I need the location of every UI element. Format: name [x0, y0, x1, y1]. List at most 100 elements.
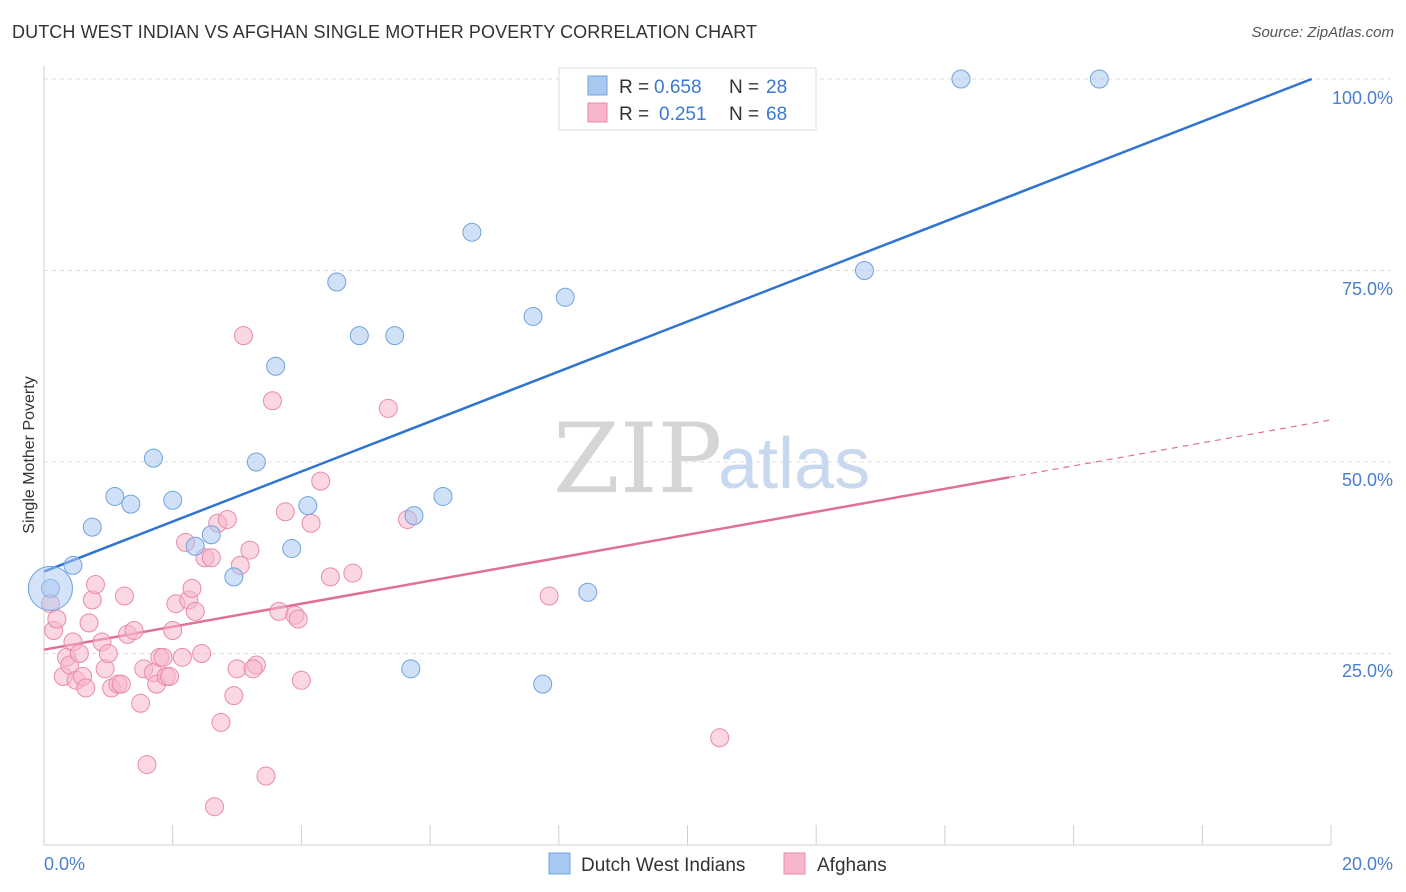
- dutch-west-indians-point: [185, 536, 205, 556]
- afghans-point: [217, 509, 237, 529]
- dutch-west-indians-point: [433, 486, 453, 506]
- bottom-legend: Dutch West Indians Afghans: [548, 852, 887, 876]
- dutch-west-indians-trend-line: [43, 77, 1313, 573]
- afghans-point: [47, 609, 67, 629]
- afghans-point: [79, 613, 99, 633]
- dutch-west-indians-point: [121, 494, 141, 514]
- afghans-point: [163, 621, 183, 641]
- dutch-west-indians-point: [105, 486, 125, 506]
- afghans-point: [192, 644, 212, 663]
- y-tick-label: 50.0%: [1342, 470, 1393, 490]
- afghans-point: [291, 670, 311, 690]
- chart-title: DUTCH WEST INDIAN VS AFGHAN SINGLE MOTHE…: [12, 22, 758, 42]
- dutch-west-indians-point: [401, 659, 421, 679]
- legend-n-value: 28: [766, 77, 787, 98]
- dutch-west-indians-point: [201, 525, 221, 545]
- dutch-west-indians-point: [523, 306, 543, 326]
- x-tick-label: 20.0%: [1342, 854, 1393, 874]
- legend-r-label: R =: [619, 104, 649, 125]
- legend-r-value: 0.658: [654, 77, 702, 98]
- afghans-point: [111, 674, 131, 694]
- dutch-west-indians-point: [1089, 69, 1109, 89]
- legend-r-value: 0.251: [659, 104, 707, 125]
- legend-n-value: 68: [766, 104, 787, 125]
- afghans-point: [240, 540, 260, 560]
- afghans-trend-line: [43, 476, 1010, 651]
- legend-n-label: N =: [729, 104, 759, 125]
- afghans-point: [311, 471, 331, 491]
- afghans-point: [76, 678, 96, 698]
- dutch-west-indians-point: [143, 448, 163, 468]
- afghans-point: [182, 578, 202, 598]
- legend-n-label: N =: [729, 77, 759, 98]
- trend-lines: [43, 77, 1332, 651]
- afghans-point: [243, 659, 263, 679]
- dutch-west-indians-point: [327, 272, 347, 292]
- bottom-legend-label: Afghans: [817, 855, 887, 876]
- afghans-point: [137, 755, 157, 775]
- x-tick-label: 0.0%: [44, 854, 85, 874]
- dutch-west-indians-point: [266, 356, 286, 376]
- dutch-west-indians-point: [246, 452, 266, 472]
- dutch-west-indians-point: [555, 287, 575, 307]
- afghans-point: [124, 621, 144, 641]
- dutch-west-indians-point: [578, 582, 598, 602]
- afghans-trend-line-extension: [1009, 419, 1332, 478]
- source-label: Source: ZipAtlas.com: [1251, 24, 1394, 41]
- watermark-atlas: atlas: [718, 424, 870, 504]
- legend-swatch-dutch-west-indians: [587, 75, 608, 96]
- dutch-west-indians-point: [63, 555, 83, 575]
- afghans-point: [98, 644, 118, 663]
- y-tick-label: 75.0%: [1342, 279, 1393, 299]
- dutch-west-indians-point: [854, 261, 874, 280]
- afghans-point: [343, 563, 363, 583]
- afghans-point: [269, 601, 289, 621]
- afghans-point: [710, 728, 730, 748]
- dutch-west-indians-point: [224, 567, 244, 587]
- afghans-point: [172, 647, 192, 667]
- gridlines: [44, 78, 1391, 654]
- bottom-legend-label: Dutch West Indians: [581, 855, 745, 876]
- watermark-zip: ZIP: [553, 403, 722, 515]
- afghans-point: [256, 766, 276, 786]
- afghans-point: [320, 567, 340, 587]
- afghans-point: [185, 601, 205, 621]
- dutch-west-indians-large-point: [27, 565, 73, 611]
- y-tick-label: 100.0%: [1332, 88, 1393, 108]
- y-tick-label: 25.0%: [1342, 661, 1393, 681]
- dutch-west-indians-point: [349, 326, 369, 346]
- afghans-point: [153, 647, 173, 667]
- afghans-point: [288, 609, 308, 629]
- dutch-west-indians-point: [462, 222, 482, 242]
- legend-r-label: R =: [619, 77, 649, 98]
- bottom-legend-swatch-afghans: [783, 852, 806, 875]
- data-points: [27, 69, 1109, 817]
- y-axis-label: Single Mother Poverty: [21, 376, 38, 533]
- axes: [43, 66, 1332, 846]
- dutch-west-indians-point: [282, 539, 302, 559]
- dutch-west-indians-point: [82, 517, 102, 537]
- afghans-point: [82, 590, 102, 610]
- afghans-point: [205, 797, 225, 817]
- dutch-west-indians-point: [951, 69, 971, 89]
- afghans-point: [159, 666, 179, 686]
- afghans-point: [114, 586, 134, 606]
- afghans-point: [95, 659, 115, 679]
- dutch-west-indians-point: [385, 326, 405, 346]
- afghans-point: [539, 586, 559, 606]
- legend: R = 0.658 N = 28 R = 0.251 N = 68: [558, 67, 817, 131]
- dutch-west-indians-point: [298, 496, 318, 516]
- afghans-point: [227, 659, 247, 679]
- afghans-point: [85, 575, 105, 595]
- dutch-west-indians-point: [404, 506, 424, 526]
- afghans-point: [201, 548, 221, 568]
- afghans-point: [233, 326, 253, 346]
- afghans-point: [301, 513, 321, 533]
- afghans-point: [69, 644, 89, 663]
- afghans-point: [131, 693, 151, 713]
- afghans-point: [378, 398, 398, 418]
- bottom-legend-swatch-dutch-west-indians: [548, 852, 571, 875]
- dutch-west-indians-point: [163, 490, 183, 510]
- afghans-point: [262, 391, 282, 411]
